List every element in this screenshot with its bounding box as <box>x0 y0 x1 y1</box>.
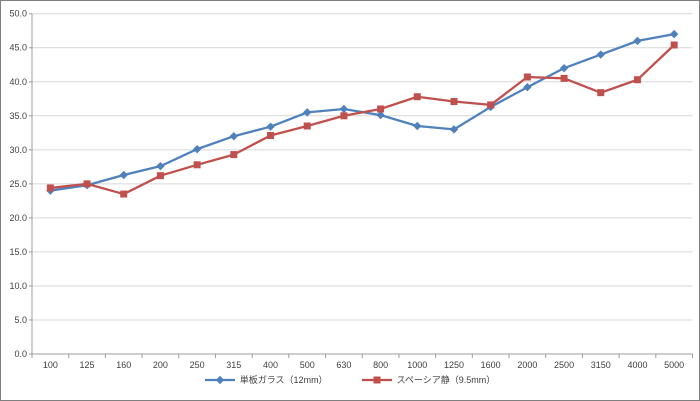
series-1-marker-square <box>230 151 238 159</box>
x-tick-label: 1250 <box>444 360 464 370</box>
series-0-marker-diamond <box>266 122 275 131</box>
series-1-marker-square <box>193 161 201 169</box>
series-1-marker-square <box>413 93 421 101</box>
series-1-marker-square <box>340 112 348 120</box>
series-1-marker-square <box>670 41 678 49</box>
series-1-marker-square <box>267 132 275 140</box>
series-0-marker-diamond <box>669 29 679 39</box>
series-1-marker-square <box>156 172 164 180</box>
legend-item-1: スペーシア静（9.5mm） <box>361 373 496 386</box>
y-tick-label: 10.0 <box>9 281 27 291</box>
series-0-marker-diamond <box>156 161 165 171</box>
legend-diamond-line-icon <box>204 375 235 384</box>
series-0-marker-diamond <box>449 125 459 134</box>
series-1-marker-square <box>450 97 458 105</box>
series-0-marker-diamond <box>559 63 569 73</box>
y-tick-label: 50.0 <box>9 9 27 19</box>
x-tick-label: 630 <box>336 360 351 370</box>
legend-square-line-icon <box>361 376 392 383</box>
x-tick-label: 5000 <box>664 360 684 370</box>
series-0-marker-diamond <box>192 144 202 154</box>
legend-label-0: 単板ガラス（12mm） <box>239 375 328 385</box>
series-1-marker-square <box>487 101 495 109</box>
y-tick-label: 35.0 <box>9 111 27 121</box>
x-tick-label: 4000 <box>627 360 647 370</box>
y-tick-label: 20.0 <box>9 213 27 223</box>
series-1-marker-square <box>560 74 568 82</box>
y-tick-label: 30.0 <box>9 145 27 155</box>
x-tick-label: 315 <box>226 360 241 370</box>
y-tick-label: 15.0 <box>9 247 27 257</box>
series-1-marker-square <box>303 122 311 130</box>
series-0-marker-diamond <box>229 132 239 141</box>
series-0-marker-diamond <box>339 104 349 114</box>
x-tick-label: 2500 <box>554 360 574 370</box>
x-tick-label: 100 <box>43 360 58 370</box>
series-0-marker-diamond <box>303 108 312 117</box>
series-0-marker-diamond <box>523 83 532 92</box>
x-tick-label: 400 <box>263 360 278 370</box>
series-1-marker-square <box>83 180 91 188</box>
series-0-marker-diamond <box>119 170 128 180</box>
x-tick-label: 160 <box>116 360 131 370</box>
x-tick-label: 2000 <box>517 360 537 370</box>
x-tick-label: 1600 <box>481 360 501 370</box>
y-tick-label: 45.0 <box>9 43 27 53</box>
x-tick-label: 250 <box>190 360 205 370</box>
legend-item-0: 単板ガラス（12mm） <box>204 373 328 386</box>
y-tick-label: 5.0 <box>14 315 27 325</box>
series-0-marker-diamond <box>633 36 642 46</box>
series-1-marker-square <box>46 184 54 192</box>
series-1-marker-square <box>633 76 641 84</box>
x-tick-label: 800 <box>373 360 388 370</box>
x-tick-label: 500 <box>300 360 315 370</box>
series-0-marker-diamond <box>376 110 385 120</box>
series-1-marker-square <box>523 73 531 81</box>
legend: 単板ガラス（12mm） スペーシア静（9.5mm） <box>1 373 699 386</box>
x-tick-label: 3150 <box>591 360 611 370</box>
x-tick-label: 125 <box>80 360 95 370</box>
x-tick-label: 200 <box>153 360 168 370</box>
series-1-marker-square <box>377 105 385 113</box>
x-tick-label: 1000 <box>407 360 427 370</box>
series-1-marker-square <box>597 89 605 97</box>
series-1-marker-square <box>120 190 128 198</box>
series-0-marker-diamond <box>413 121 422 131</box>
y-tick-label: 40.0 <box>9 77 27 87</box>
series-line-1 <box>49 43 676 196</box>
legend-label-1: スペーシア静（9.5mm） <box>396 375 496 385</box>
y-tick-label: 0.0 <box>14 349 27 359</box>
series-0-marker-diamond <box>596 50 605 59</box>
y-tick-label: 25.0 <box>9 179 27 189</box>
